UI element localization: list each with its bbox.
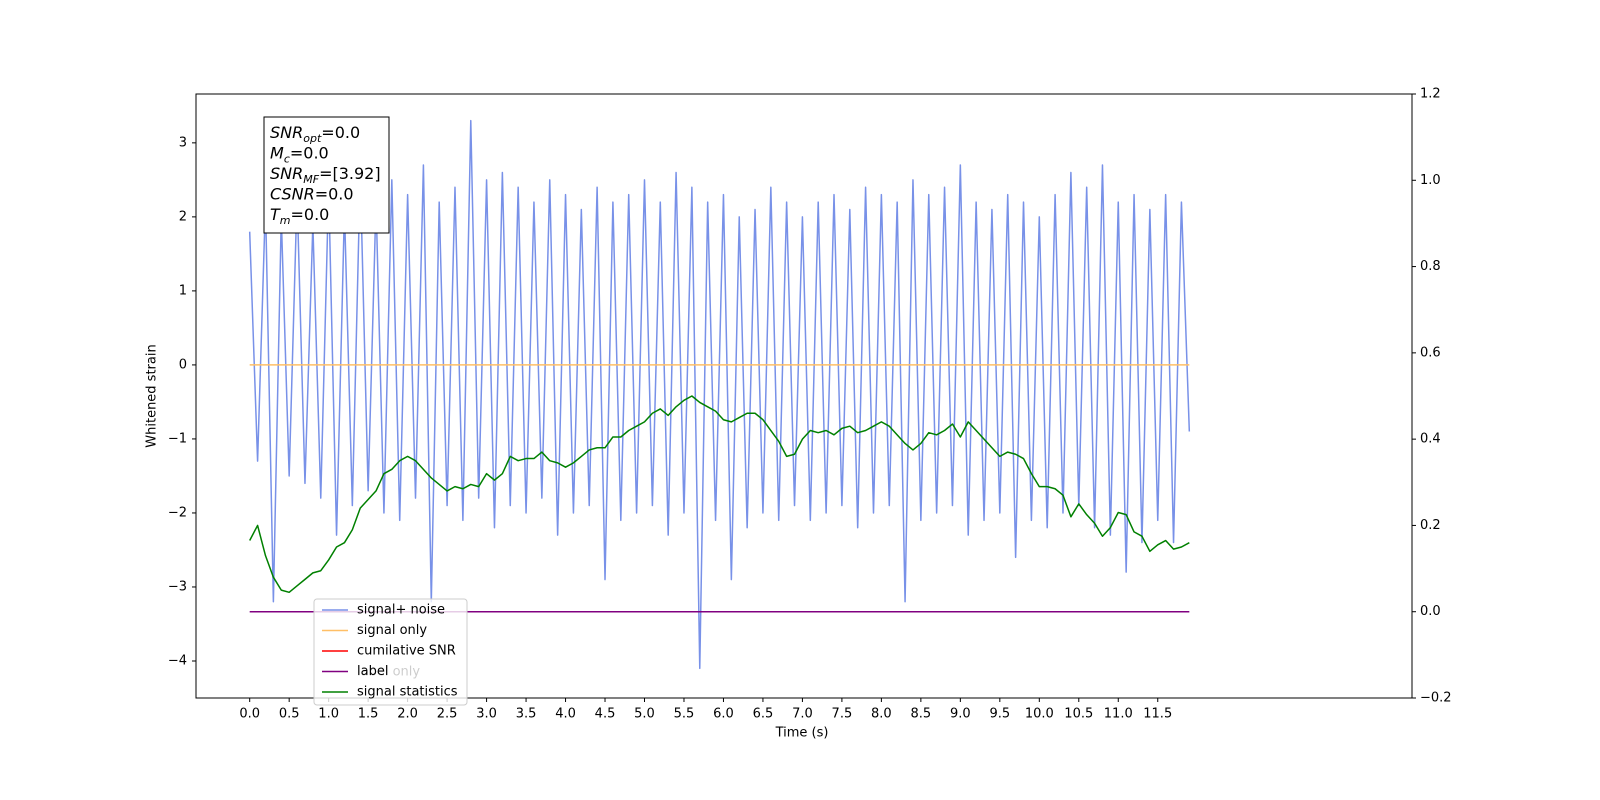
y2-tick-label: 1.0 <box>1420 173 1441 188</box>
legend-label: signal only <box>357 623 427 638</box>
info-value: =0.0 <box>290 144 329 163</box>
y-tick-label: −4 <box>168 653 187 668</box>
legend-box <box>313 598 468 706</box>
x-tick-label: 8.0 <box>871 707 892 722</box>
info-subscript: MF <box>303 173 319 186</box>
info-subscript: c <box>284 153 290 166</box>
legend-label: signal statistics <box>357 685 458 700</box>
x-tick-label: 2.0 <box>397 707 418 722</box>
x-tick-label: 3.0 <box>476 707 497 722</box>
info-subscript: opt <box>303 132 322 145</box>
x-tick-label: 7.0 <box>792 707 813 722</box>
info-symbol: SNR <box>270 123 303 142</box>
y-tick-label: 0 <box>179 357 187 372</box>
info-symbol: SNR <box>270 164 303 183</box>
x-tick-label: 1.0 <box>318 707 339 722</box>
info-value: =[3.92] <box>319 164 381 183</box>
series-line <box>249 395 1190 594</box>
info-value: =0.0 <box>315 185 354 204</box>
y-tick-label: 3 <box>179 135 187 150</box>
info-symbol: M <box>270 144 284 163</box>
info-line: SNRMF=[3.92] <box>270 164 381 186</box>
y2-tick-label: 0.2 <box>1420 518 1441 533</box>
info-value: =0.0 <box>291 205 330 224</box>
y2-tick-label: −0.2 <box>1420 691 1452 706</box>
y-tick-label: −2 <box>168 505 187 520</box>
x-tick-label: 0.0 <box>239 707 260 722</box>
x-tick-label: 8.5 <box>911 707 932 722</box>
info-subscript: m <box>280 214 291 227</box>
x-tick-label: 4.0 <box>555 707 576 722</box>
y2-tick-label: 0.6 <box>1420 345 1441 360</box>
x-tick-label: 9.5 <box>989 707 1010 722</box>
x-tick-label: 6.5 <box>753 707 774 722</box>
x-tick-label: 4.5 <box>595 707 616 722</box>
y2-tick-label: 0.0 <box>1420 604 1441 619</box>
x-tick-label: 3.5 <box>516 707 537 722</box>
x-tick-label: 11.5 <box>1143 707 1172 722</box>
y2-tick-label: 0.8 <box>1420 259 1441 274</box>
y-tick-label: −1 <box>168 431 187 446</box>
x-tick-label: 5.5 <box>674 707 695 722</box>
series-line <box>248 119 1191 670</box>
x-tick-label: 10.0 <box>1025 707 1054 722</box>
info-value: =0.0 <box>321 123 360 142</box>
x-tick-label: 1.5 <box>358 707 379 722</box>
legend-label: label <box>357 664 388 679</box>
x-tick-label: 10.5 <box>1064 707 1093 722</box>
info-line: CSNR=0.0 <box>270 185 354 204</box>
x-axis-label: Time (s) <box>775 726 829 741</box>
x-tick-label: 6.0 <box>713 707 734 722</box>
info-symbol: CSNR <box>270 185 315 204</box>
info-line: SNRopt=0.0 <box>270 123 360 145</box>
info-line: Tm=0.0 <box>270 205 329 227</box>
y-tick-label: 1 <box>179 283 187 298</box>
y-axis-label: Whitened strain <box>145 344 160 447</box>
info-line: Mc=0.0 <box>270 144 329 166</box>
y-tick-label: −3 <box>168 579 187 594</box>
legend-label: cumilative SNR <box>357 644 456 659</box>
info-box <box>263 116 390 234</box>
y-tick-label: 2 <box>179 209 187 224</box>
y2-tick-label: 0.4 <box>1420 432 1441 447</box>
x-tick-label: 11.0 <box>1104 707 1133 722</box>
x-tick-label: 5.0 <box>634 707 655 722</box>
legend-label: signal+ noise <box>357 603 445 618</box>
x-tick-label: 9.0 <box>950 707 971 722</box>
x-tick-label: 7.5 <box>832 707 853 722</box>
plot-frame <box>195 93 1413 699</box>
x-tick-label: 2.5 <box>437 707 458 722</box>
y2-tick-label: 1.2 <box>1420 87 1441 102</box>
info-symbol: T <box>270 205 281 224</box>
x-tick-label: 0.5 <box>279 707 300 722</box>
